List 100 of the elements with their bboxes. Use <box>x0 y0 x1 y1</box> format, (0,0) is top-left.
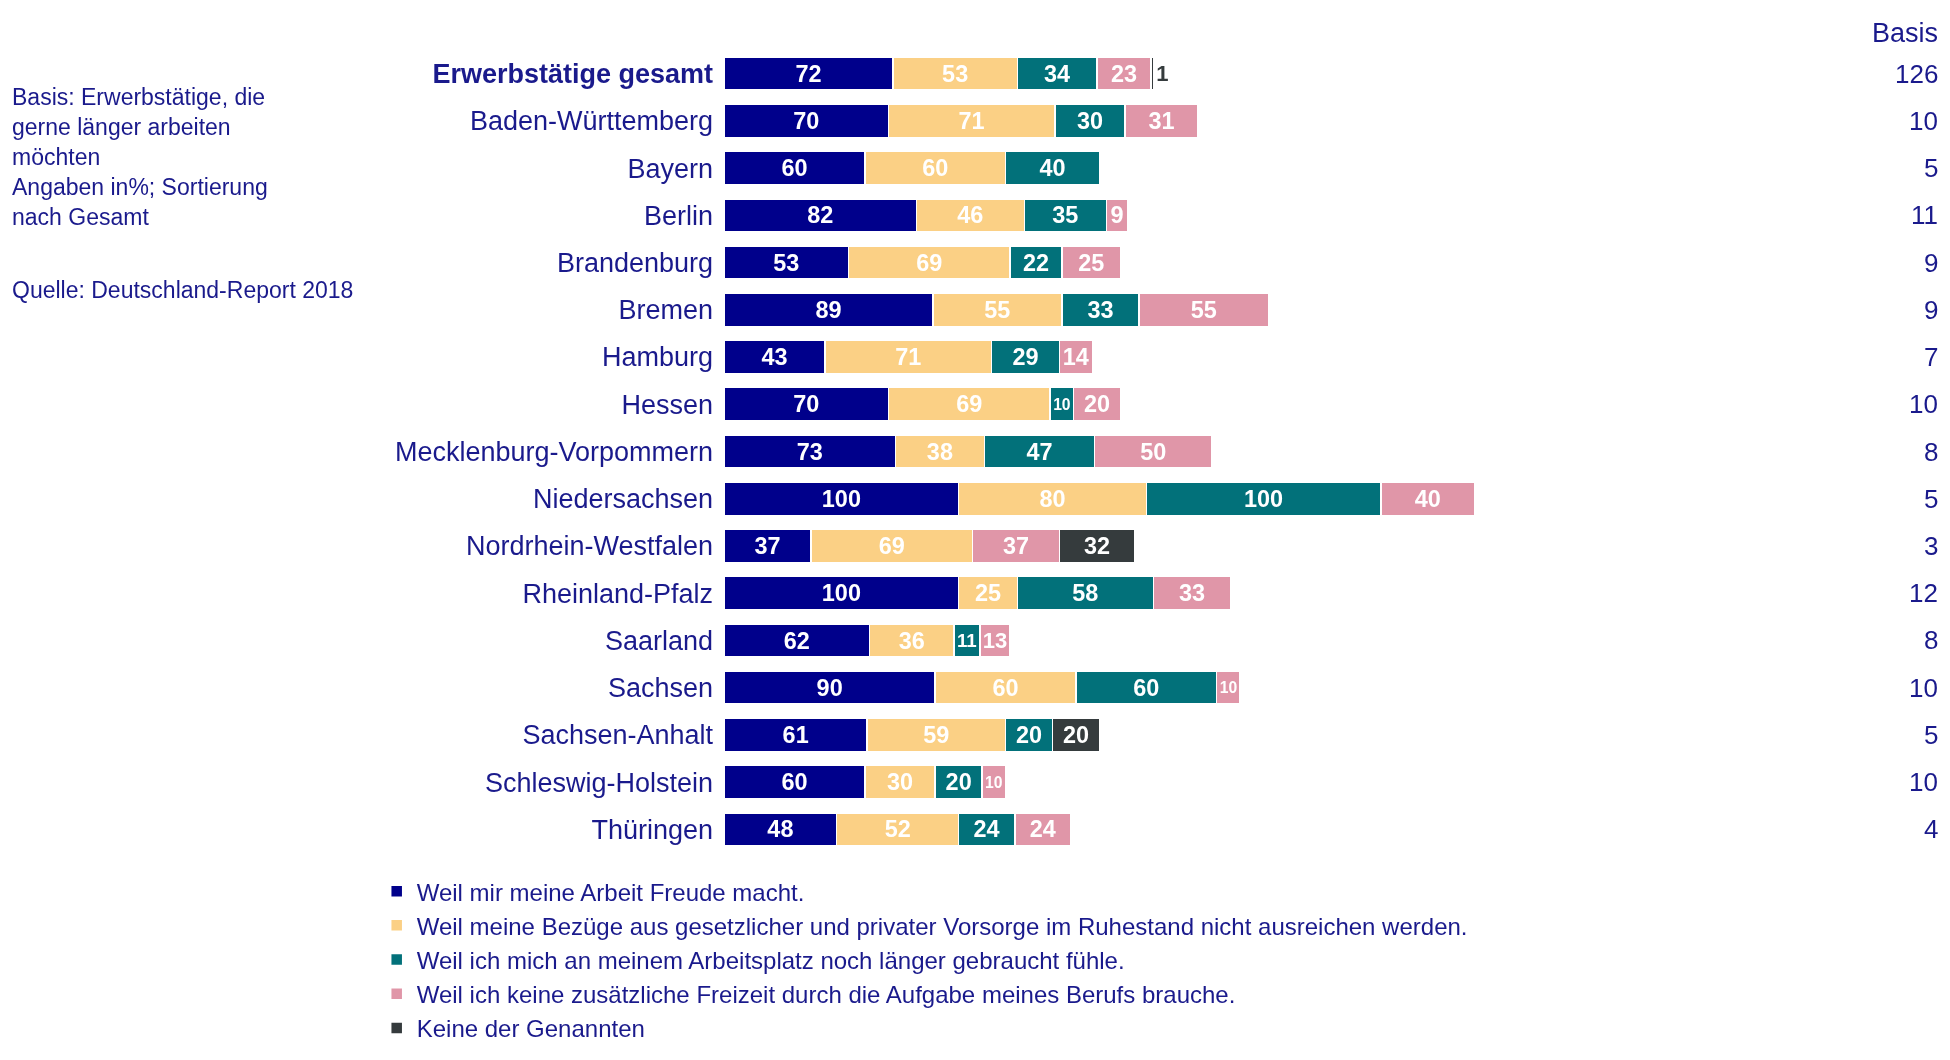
text: 3 <box>1924 531 1939 561</box>
data-label: 62 <box>783 627 810 654</box>
data-label: 10 <box>1053 395 1071 413</box>
y-tick-label: Rheinland-Pfalz <box>522 578 714 609</box>
y-tick-label: Erwerbstätige gesamt <box>432 59 714 90</box>
text: Basis <box>1872 18 1939 48</box>
data-label: 37 <box>754 533 781 560</box>
text: 5 <box>1924 720 1939 750</box>
data-label: 48 <box>767 816 794 843</box>
text: 7 <box>1924 342 1939 372</box>
data-label: 47 <box>1026 438 1053 465</box>
data-label: 29 <box>1012 344 1039 371</box>
data-label: 100 <box>821 580 861 607</box>
data-label: 32 <box>1083 533 1111 560</box>
text: 5 <box>1924 484 1939 514</box>
data-label: 46 <box>957 202 984 229</box>
data-label: 20 <box>1062 722 1089 749</box>
data-label: 50 <box>1140 438 1167 465</box>
data-label: 69 <box>916 249 943 276</box>
y-tick-label: Brandenburg <box>556 248 714 279</box>
data-label: 36 <box>898 627 925 654</box>
source-note: Quelle: Deutschland-Report 2018 <box>12 277 354 303</box>
text: 5 <box>1924 153 1939 183</box>
data-label: 71 <box>895 344 922 371</box>
data-label: 22 <box>1023 249 1050 276</box>
data-label: 24 <box>1029 816 1056 843</box>
data-label: 58 <box>1072 580 1099 607</box>
legend-label: Keine der Genannten <box>416 1015 645 1043</box>
y-tick-label: Baden-Württemberg <box>469 106 714 137</box>
y-tick-label: Hamburg <box>602 342 714 373</box>
y-tick-label: Hessen <box>621 389 714 420</box>
legend-label: Weil meine Bezüge aus gesetzlicher und privater Vorsorge im Ruhestand nicht ausreichen werden. <box>416 912 1468 940</box>
text: 4 <box>1924 814 1939 844</box>
data-label: 30 <box>1076 107 1104 134</box>
data-label: 25 <box>1078 249 1105 276</box>
data-label: 53 <box>773 249 800 276</box>
data-label: 35 <box>1052 202 1079 229</box>
legend-label: Weil ich keine zusätzliche Freizeit durch die Aufgabe meines Berufs brauche. <box>416 981 1236 1009</box>
data-label: 70 <box>793 391 820 418</box>
data-label: 55 <box>1190 296 1217 323</box>
data-label: 100 <box>1243 485 1284 512</box>
data-label: 55 <box>984 296 1011 323</box>
text: 10 <box>1909 767 1938 797</box>
data-label: 89 <box>815 296 842 323</box>
data-label: 14 <box>1062 344 1089 371</box>
data-label: 24 <box>973 816 1000 843</box>
y-tick-label: Saarland <box>605 625 714 656</box>
data-label: 9 <box>1110 202 1124 229</box>
y-tick-label: Sachsen <box>608 673 714 704</box>
data-label: 40 <box>1039 155 1066 182</box>
data-label: 34 <box>1043 60 1070 87</box>
text: 9 <box>1924 295 1939 325</box>
data-label: 33 <box>1087 296 1114 323</box>
text: 8 <box>1924 437 1939 467</box>
data-label: 53 <box>942 60 969 87</box>
text: 10 <box>1909 106 1938 136</box>
data-label: 60 <box>922 155 949 182</box>
y-tick-label: Sachsen-Anhalt <box>522 720 714 751</box>
data-label: 38 <box>926 438 953 465</box>
y-tick-label: Bremen <box>618 295 714 326</box>
data-label: 23 <box>1110 60 1138 87</box>
legend-label: Weil ich mich an meinem Arbeitsplatz noch länger gebraucht fühle. <box>416 946 1125 974</box>
data-label: 11 <box>956 629 977 651</box>
data-label: 60 <box>781 769 808 796</box>
text: 10 <box>1909 389 1938 419</box>
data-label: 80 <box>1039 485 1066 512</box>
data-label: 10 <box>985 773 1003 791</box>
data-label: 61 <box>782 722 809 749</box>
y-tick-label: Berlin <box>644 200 714 231</box>
data-label: 10 <box>1219 679 1238 697</box>
data-label: 73 <box>796 438 823 465</box>
data-label: 71 <box>958 107 985 134</box>
data-label: 1 <box>1156 61 1169 87</box>
y-tick-label: Thüringen <box>591 814 714 845</box>
y-tick-label: Bayern <box>627 153 714 184</box>
text: 11 <box>1911 200 1938 230</box>
data-label: 69 <box>878 533 905 560</box>
data-label: 60 <box>1133 674 1160 701</box>
data-label: 20 <box>945 769 972 796</box>
data-label: 30 <box>886 769 914 796</box>
data-label: 37 <box>1003 533 1030 560</box>
data-label: 13 <box>982 628 1008 654</box>
data-label: 70 <box>793 107 820 134</box>
text: 9 <box>1924 248 1939 278</box>
text: 8 <box>1924 625 1939 655</box>
data-label: 69 <box>956 391 983 418</box>
text: Basis: Erwerbstätige, die gerne länger arbeiten möchten Angaben in%; Sortierung nach Gesamt <box>12 84 268 230</box>
y-tick-label: Nordrhein-Westfalen <box>465 531 714 562</box>
data-label: 59 <box>923 722 950 749</box>
data-label: 100 <box>821 485 861 512</box>
text: 10 <box>1909 673 1938 703</box>
data-label: 25 <box>974 580 1002 607</box>
data-label: 52 <box>884 816 911 843</box>
data-label: 20 <box>1015 722 1043 749</box>
text: 12 <box>1909 578 1938 608</box>
text: 126 <box>1895 59 1939 89</box>
data-label: 90 <box>816 674 843 701</box>
legend-label: Weil mir meine Arbeit Freude macht. <box>416 878 805 906</box>
data-label: 40 <box>1414 485 1441 512</box>
data-label: 20 <box>1083 391 1111 418</box>
